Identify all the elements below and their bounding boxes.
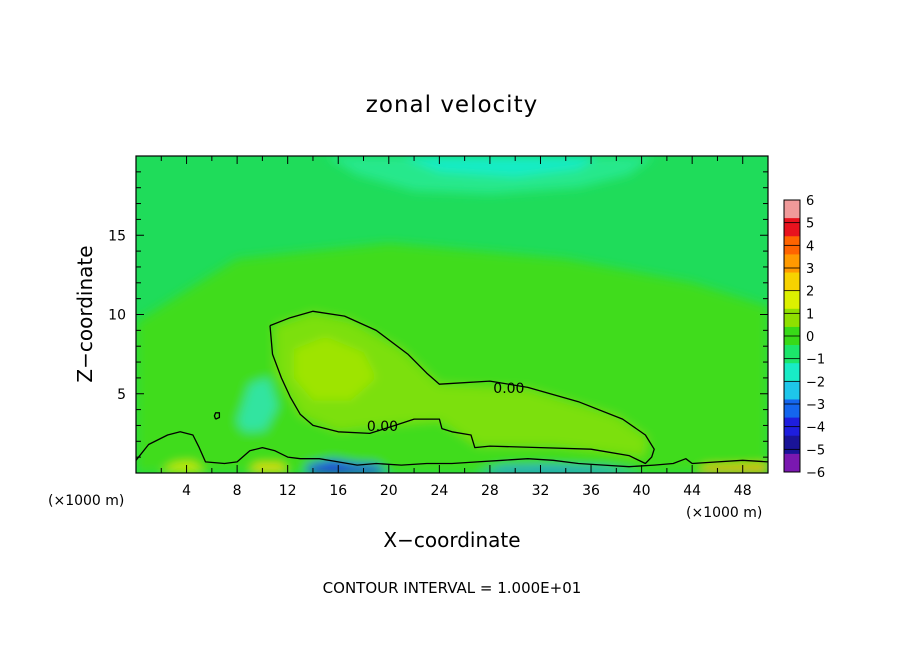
colorbar-swatch: [784, 308, 800, 328]
colorbar-tick-label: 5: [806, 217, 814, 232]
colorbar: 6 5 4 3 2 1 0 −1 −2 −3 −4 −5 −6: [783, 194, 825, 481]
y-tick-label: 5: [117, 387, 126, 403]
colorbar-swatch: [784, 218, 800, 237]
x-tick-label: 12: [279, 483, 297, 499]
colorbar-tick-label: 2: [806, 285, 814, 300]
field-region-9: [249, 464, 288, 473]
x-tick-label: 8: [233, 483, 242, 499]
field-region-2: [294, 336, 377, 401]
x-axis-label: X−coordinate: [383, 528, 520, 552]
x-units-right: (×1000 m): [686, 505, 762, 521]
colorbar-tick-label: 1: [806, 307, 814, 322]
colorbar-swatch: [784, 363, 800, 382]
colorbar-swatch: [784, 290, 800, 310]
y-tick-label: 15: [108, 228, 126, 244]
colorbar-swatch: [784, 254, 800, 273]
contour-line-2: [213, 412, 221, 420]
contour-label: 0.00: [493, 381, 524, 397]
contour-label: 0.00: [367, 419, 398, 435]
field-region-10: [698, 465, 768, 473]
x-tick-label: 48: [734, 483, 752, 499]
x-tick-label: 4: [182, 483, 191, 499]
x-tick-label: 24: [430, 483, 448, 499]
field-region-4: [401, 156, 598, 177]
field-region-6: [237, 377, 278, 432]
colorbar-swatch: [784, 399, 800, 418]
colorbar-tick-label: 3: [806, 262, 814, 277]
contour-interval-note: CONTOUR INTERVAL = 1.000E+01: [323, 579, 582, 597]
colorbar-swatch: [784, 453, 800, 473]
colorbar-tick-label: −5: [806, 443, 825, 458]
colorbar-tick-label: −3: [806, 398, 825, 413]
x-tick-label: 20: [380, 483, 398, 499]
x-tick-label: 36: [582, 483, 600, 499]
colorbar-swatch: [784, 272, 800, 292]
colorbar-swatch: [784, 345, 800, 364]
colorbar-tick-label: 4: [806, 239, 814, 254]
chart-title: zonal velocity: [366, 92, 538, 118]
colorbar-swatch: [784, 381, 800, 400]
field-region-7: [306, 459, 389, 473]
colorbar-tick-label: −1: [806, 353, 825, 368]
field-region-8: [477, 466, 642, 473]
colorbar-swatch: [784, 200, 800, 219]
x-tick-label: 16: [329, 483, 347, 499]
contour-line-0: [269, 310, 655, 465]
colorbar-tick-label: 0: [806, 330, 814, 345]
x-units-left: (×1000 m): [48, 493, 124, 509]
plot-area: [136, 156, 768, 473]
x-tick-label: 32: [532, 483, 550, 499]
field-region-1: [275, 312, 648, 458]
colorbar-tick-label: −4: [806, 421, 825, 436]
y-tick-label: 10: [108, 308, 126, 324]
field-region-11: [161, 461, 206, 473]
colorbar-tick-label: −2: [806, 375, 825, 390]
colorbar-swatch: [784, 435, 800, 455]
colorbar-tick-label: 6: [806, 194, 814, 209]
y-axis-label: Z−coordinate: [73, 245, 97, 382]
colorbar-tick-label: −6: [806, 466, 825, 481]
contour-line-1: [136, 431, 768, 468]
x-tick-label: 44: [683, 483, 701, 499]
x-tick-label: 28: [481, 483, 499, 499]
x-tick-label: 40: [633, 483, 651, 499]
